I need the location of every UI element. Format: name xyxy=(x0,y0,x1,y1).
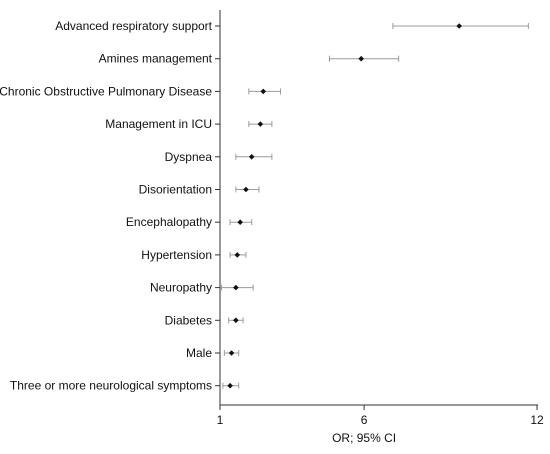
row-label: Chronic Obstructive Pulmonary Disease xyxy=(0,84,212,98)
x-tick-label: 1 xyxy=(217,413,224,427)
or-point xyxy=(233,317,239,324)
or-point xyxy=(228,350,235,356)
forest-row: Hypertension xyxy=(141,248,247,262)
row-label: Hypertension xyxy=(141,248,212,262)
row-label: Advanced respiratory support xyxy=(55,19,212,33)
forest-row: Neuropathy xyxy=(150,281,254,295)
x-tick-label: 6 xyxy=(361,413,368,427)
row-label: Disorientation xyxy=(139,183,212,197)
forest-row: Encephalopathy xyxy=(126,215,253,229)
or-point xyxy=(456,23,462,29)
forest-row: Diabetes xyxy=(165,313,244,327)
or-point xyxy=(257,121,264,127)
row-label: Amines management xyxy=(99,52,213,66)
or-point xyxy=(243,186,249,193)
forest-row: Three or more neurological symptoms xyxy=(10,379,240,393)
or-point xyxy=(358,55,365,62)
forest-row: Disorientation xyxy=(139,183,260,197)
or-point xyxy=(260,88,267,95)
or-point xyxy=(237,219,243,225)
row-label: Encephalopathy xyxy=(126,215,212,229)
forest-row: Dyspnea xyxy=(165,150,273,164)
forest-row: Management in ICU xyxy=(105,117,273,131)
x-ticks: 1 6 12 xyxy=(217,405,544,427)
x-tick-label: 12 xyxy=(530,413,544,427)
forest-row: Amines management xyxy=(99,52,400,66)
row-label: Neuropathy xyxy=(150,281,212,295)
forest-row: Advanced respiratory support xyxy=(55,19,529,33)
row-label: Three or more neurological symptoms xyxy=(10,379,212,393)
x-axis-title: OR; 95% CI xyxy=(332,431,396,445)
forest-row: Male xyxy=(186,346,240,360)
row-label: Dyspnea xyxy=(165,150,213,164)
rows-layer: Advanced respiratory support Amines manag… xyxy=(0,19,529,393)
or-point xyxy=(234,252,241,258)
forest-row: Chronic Obstructive Pulmonary Disease xyxy=(0,84,282,98)
row-label: Management in ICU xyxy=(105,117,212,131)
or-point xyxy=(233,284,239,291)
or-point xyxy=(248,154,255,160)
row-label: Diabetes xyxy=(165,313,212,327)
or-point xyxy=(227,382,233,389)
row-label: Male xyxy=(186,346,212,360)
